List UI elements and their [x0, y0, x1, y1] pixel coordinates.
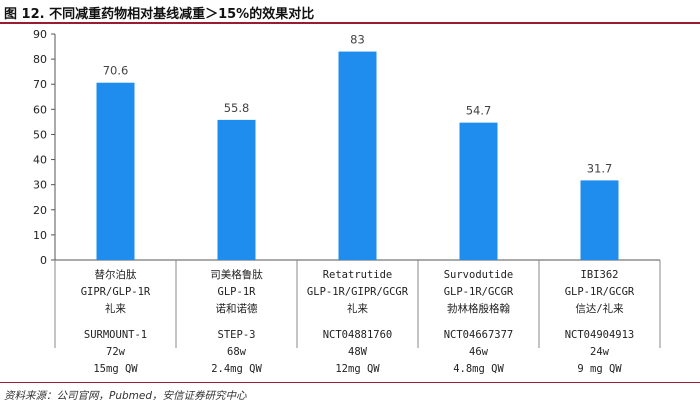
trial-duration-label: 46w: [469, 346, 489, 358]
category-label: 礼来: [347, 302, 368, 315]
bar: [459, 122, 498, 261]
y-tick-label: 90: [33, 28, 47, 41]
source-note: 资料来源：公司官网，Pubmed，安信证券研究中心: [4, 390, 247, 402]
y-tick-label: 50: [33, 128, 47, 141]
title-bar: 图 12. 不同减重药物相对基线减重＞15%的效果对比: [0, 0, 700, 24]
category-label: Survodutide: [444, 269, 514, 281]
bar: [96, 82, 135, 260]
category-label: IBI362: [581, 269, 619, 281]
trial-id-label: NCT04881760: [323, 329, 393, 341]
trial-duration-label: 24w: [590, 346, 610, 358]
bar: [217, 119, 256, 260]
y-tick-label: 30: [33, 179, 47, 192]
y-tick-label: 20: [33, 204, 47, 217]
y-tick-label: 80: [33, 53, 47, 66]
category-label: 司美格鲁肽: [210, 268, 263, 281]
category-label: 信达/礼来: [575, 302, 624, 315]
y-tick-label: 60: [33, 103, 47, 116]
y-tick-label: 70: [33, 78, 47, 91]
y-tick-label: 0: [40, 254, 47, 267]
category-label: 替尔泊肽: [95, 268, 137, 281]
trial-duration-label: 72w: [106, 346, 126, 358]
category-label: GLP-1R: [218, 286, 257, 298]
trial-dose-label: 9 mg QW: [577, 363, 622, 375]
bar-value-label: 54.7: [466, 104, 492, 118]
category-label: GIPR/GLP-1R: [81, 286, 151, 298]
chart-title: 图 12. 不同减重药物相对基线减重＞15%的效果对比: [4, 7, 315, 22]
bar-value-label: 55.8: [224, 101, 250, 115]
trial-dose-label: 15mg QW: [93, 363, 138, 375]
trial-id-label: SURMOUNT-1: [84, 329, 147, 341]
bar-value-label: 83: [350, 33, 365, 47]
bar: [580, 180, 619, 260]
trial-id-label: NCT04667377: [444, 329, 514, 341]
category-label: GLP-1R/GCGR: [565, 286, 635, 298]
category-label: GLP-1R/GIPR/GCGR: [307, 286, 409, 298]
category-label: GLP-1R/GCGR: [444, 286, 514, 298]
trial-duration-label: 48W: [348, 346, 368, 358]
category-label: Retatrutide: [323, 269, 393, 281]
bar-chart: 0 10 20 30 40 50 60 70 80 90 70.6 替尔泊肽 GIPR/GLP-1R 礼来…: [33, 28, 661, 375]
source-bar: 资料来源：公司官网，Pubmed，安信证券研究中心: [0, 382, 700, 408]
bar: [338, 51, 377, 261]
trial-dose-label: 12mg QW: [335, 363, 380, 375]
trial-dose-label: 4.8mg QW: [453, 363, 504, 375]
bar-value-label: 70.6: [103, 64, 129, 78]
trial-id-label: STEP-3: [218, 329, 256, 341]
trial-id-label: NCT04904913: [565, 329, 635, 341]
trial-duration-label: 68w: [227, 346, 247, 358]
category-label: 勃林格殷格翰: [447, 302, 510, 315]
trial-dose-label: 2.4mg QW: [211, 363, 262, 375]
bar-value-label: 31.7: [587, 161, 613, 175]
y-tick-label: 40: [33, 154, 47, 167]
category-label: 诺和诺德: [216, 302, 258, 315]
y-tick-label: 10: [33, 229, 47, 242]
category-label: 礼来: [105, 302, 126, 315]
